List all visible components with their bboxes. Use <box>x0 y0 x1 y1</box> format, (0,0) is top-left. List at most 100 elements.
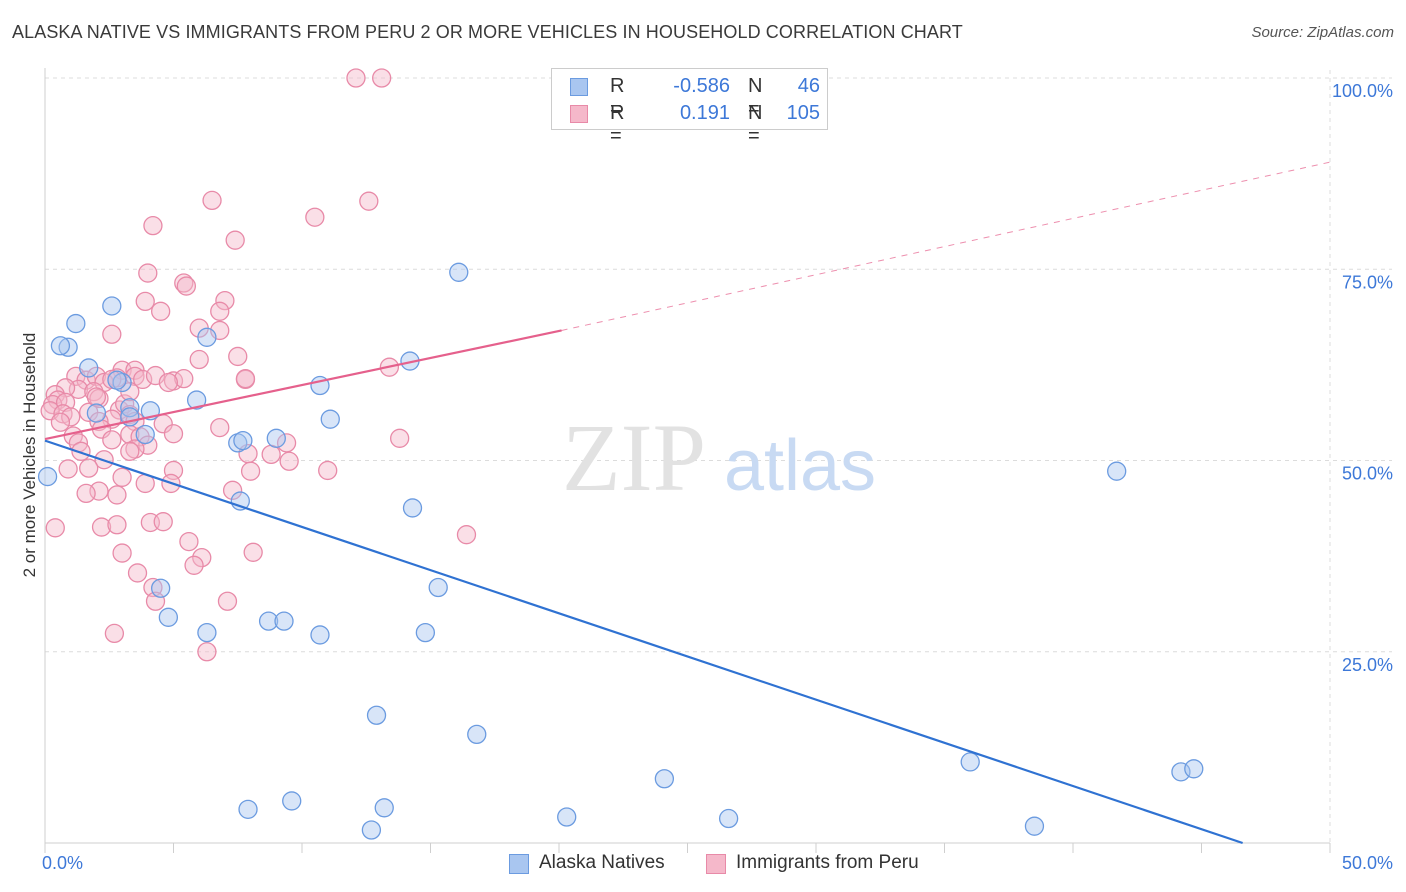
alaska-point <box>960 752 980 772</box>
alaska-point <box>654 769 675 789</box>
legend-swatch-alaska <box>570 78 588 96</box>
peru-point <box>359 191 379 211</box>
peru-point <box>138 263 158 283</box>
legend-n-label: N = <box>748 102 763 147</box>
peru-point <box>55 392 76 413</box>
peru-point <box>76 483 96 504</box>
legend-n-value: 105 <box>786 102 820 124</box>
peru-point <box>102 430 122 450</box>
peru-point <box>79 458 99 478</box>
tick-labels: 25.0% 50.0% 75.0% 100.0% 0.0% 50.0% <box>42 81 1393 873</box>
peru-point <box>174 368 194 389</box>
peru-point <box>225 230 245 250</box>
peru-point <box>112 467 132 487</box>
y-tick-label: 75.0% <box>1342 272 1393 292</box>
alaska-point <box>50 336 71 356</box>
x-tick-label: 50.0% <box>1342 853 1393 873</box>
regression-lines <box>44 161 1331 845</box>
alaska-point <box>37 466 58 487</box>
alaska-point <box>150 578 171 598</box>
peru-point <box>197 642 217 662</box>
peru-point <box>372 68 392 88</box>
alaska-point <box>258 611 279 631</box>
alaska-point <box>361 820 382 840</box>
peru-point <box>235 368 256 389</box>
alaska-point <box>197 327 217 347</box>
alaska-point <box>186 390 207 410</box>
alaska-points <box>37 262 1204 840</box>
peru-point <box>143 215 163 236</box>
peru-point <box>184 555 204 575</box>
peru-point <box>50 412 71 432</box>
peru-point <box>276 433 297 453</box>
alaska-point <box>282 791 302 811</box>
alaska-point <box>320 409 340 429</box>
alaska-point <box>158 607 179 627</box>
peru-point <box>107 515 127 535</box>
legend-r-value: -0.586 <box>673 75 730 97</box>
peru-point <box>318 460 338 481</box>
x-tick-label: 0.0% <box>42 853 83 873</box>
peru-point <box>127 563 148 583</box>
bottom-legend-swatch-alaska <box>509 854 529 874</box>
peru-point <box>202 190 222 211</box>
alaska-point <box>428 577 448 598</box>
alaska-point <box>266 428 286 448</box>
peru-point <box>390 428 410 448</box>
peru-point <box>279 451 299 471</box>
alaska-point <box>374 798 394 818</box>
alaska-point <box>197 622 217 643</box>
axes <box>44 68 1331 853</box>
chart-title: ALASKA NATIVE VS IMMIGRANTS FROM PERU 2 … <box>12 22 963 42</box>
peru-point <box>240 461 261 481</box>
alaska-point <box>1107 461 1127 481</box>
peru-point <box>150 301 171 321</box>
alaska-point <box>1024 816 1045 836</box>
peru-point <box>176 276 197 296</box>
alaska-point <box>107 370 127 390</box>
watermark: ZIP atlas <box>562 404 876 511</box>
alaska-point <box>79 358 99 378</box>
peru-point <box>153 512 173 532</box>
source-label: Source: ZipAtlas.com <box>1251 24 1394 41</box>
peru-point <box>243 542 263 562</box>
peru-regression-line <box>44 329 562 441</box>
peru-point <box>189 349 209 370</box>
peru-point <box>135 291 155 312</box>
alaska-point <box>233 430 253 451</box>
legend-r-value: 0.191 <box>679 102 730 124</box>
peru-point <box>61 407 81 427</box>
peru-point <box>107 485 127 505</box>
peru-point <box>210 417 230 438</box>
y-tick-label: 50.0% <box>1342 464 1393 484</box>
alaska-point <box>467 724 487 745</box>
peru-point <box>346 68 366 88</box>
peru-regression-extension <box>561 161 1331 331</box>
alaska-point <box>718 808 739 829</box>
peru-point <box>86 387 107 407</box>
peru-point <box>228 346 248 367</box>
alaska-point <box>402 498 423 518</box>
peru-point <box>163 424 184 444</box>
legend-n-label: N = <box>748 75 763 120</box>
alaska-point <box>557 807 577 827</box>
alaska-point <box>66 313 86 334</box>
alaska-point <box>310 625 330 645</box>
peru-point <box>58 459 78 479</box>
peru-point <box>456 525 477 545</box>
peru-point <box>71 441 91 461</box>
bottom-legend-swatch-peru <box>706 854 726 874</box>
alaska-point <box>58 337 78 357</box>
bottom-legend-label-alaska: Alaska Natives <box>539 852 665 873</box>
y-tick-label: 25.0% <box>1342 655 1393 675</box>
bottom-legend-label-peru: Immigrants from Peru <box>736 852 919 873</box>
peru-point <box>104 623 125 644</box>
peru-point <box>210 301 230 321</box>
alaska-point <box>86 403 107 423</box>
peru-point <box>261 444 281 465</box>
alaska-point <box>415 622 436 643</box>
legend-r-label: R = <box>610 102 625 147</box>
peru-point <box>174 273 194 293</box>
alaska-point <box>102 296 122 316</box>
